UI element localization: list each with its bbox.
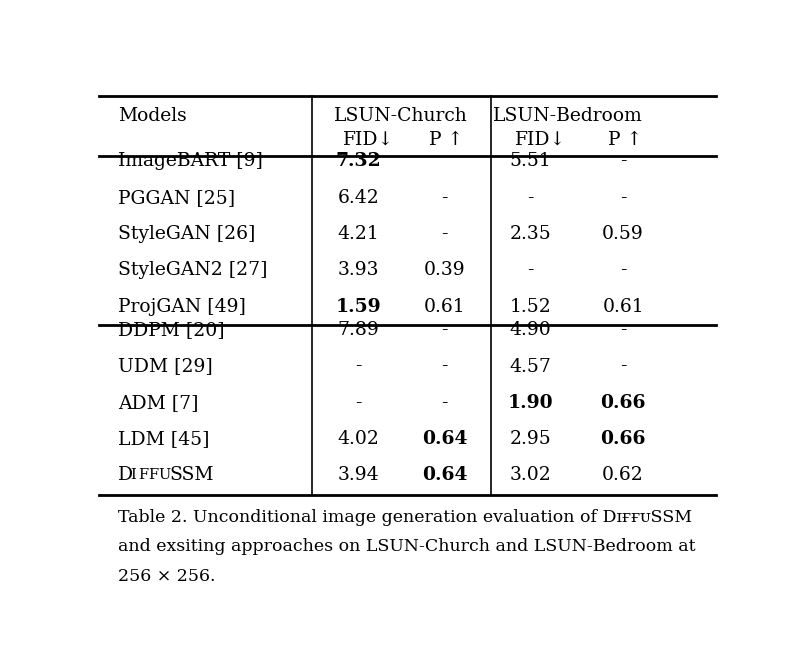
Text: D: D — [118, 466, 133, 485]
Text: 2.95: 2.95 — [510, 430, 552, 448]
Text: FID↓: FID↓ — [515, 131, 567, 149]
Text: 0.39: 0.39 — [424, 262, 465, 280]
Text: 3.94: 3.94 — [337, 466, 379, 485]
Text: Models: Models — [118, 108, 187, 125]
Text: 5.51: 5.51 — [510, 153, 552, 171]
Text: -: - — [441, 321, 448, 339]
Text: 3.02: 3.02 — [510, 466, 552, 485]
Text: 256 × 256.: 256 × 256. — [118, 568, 215, 584]
Text: ImageBART [9]: ImageBART [9] — [118, 153, 262, 171]
Text: -: - — [620, 189, 626, 207]
Text: 0.62: 0.62 — [602, 466, 644, 485]
Text: LSUN-Church: LSUN-Church — [335, 108, 468, 125]
Text: -: - — [620, 262, 626, 280]
Text: LSUN-Bedroom: LSUN-Bedroom — [493, 108, 642, 125]
Text: -: - — [441, 357, 448, 376]
Text: and exsiting approaches on LSUN-Church and LSUN-Bedroom at: and exsiting approaches on LSUN-Church a… — [118, 539, 696, 556]
Text: -: - — [441, 225, 448, 243]
Text: 7.32: 7.32 — [335, 153, 381, 171]
Text: -: - — [441, 189, 448, 207]
Text: Table 2. Unconditional image generation evaluation of DɪғғᴜSSM: Table 2. Unconditional image generation … — [118, 509, 692, 527]
Text: 4.21: 4.21 — [337, 225, 379, 243]
Text: ADM [7]: ADM [7] — [118, 394, 199, 412]
Text: F: F — [138, 468, 149, 483]
Text: 1.90: 1.90 — [508, 394, 553, 412]
Text: I: I — [130, 468, 136, 483]
Text: 3.93: 3.93 — [337, 262, 379, 280]
Text: -: - — [355, 394, 362, 412]
Text: 2.35: 2.35 — [510, 225, 552, 243]
Text: 4.90: 4.90 — [510, 321, 552, 339]
Text: P ↑: P ↑ — [429, 131, 463, 149]
Text: UDM [29]: UDM [29] — [118, 357, 212, 376]
Text: F: F — [148, 468, 158, 483]
Text: ProjGAN [49]: ProjGAN [49] — [118, 297, 246, 315]
Text: -: - — [441, 394, 448, 412]
Text: 0.64: 0.64 — [421, 466, 467, 485]
Text: 0.66: 0.66 — [600, 394, 646, 412]
Text: 4.02: 4.02 — [337, 430, 379, 448]
Text: 1.59: 1.59 — [335, 297, 381, 315]
Text: SSM: SSM — [169, 466, 214, 485]
Text: 0.59: 0.59 — [602, 225, 644, 243]
Text: 4.57: 4.57 — [510, 357, 552, 376]
Text: 1.52: 1.52 — [510, 297, 552, 315]
Text: U: U — [158, 468, 170, 483]
Text: -: - — [620, 357, 626, 376]
Text: 0.66: 0.66 — [600, 430, 646, 448]
Text: PGGAN [25]: PGGAN [25] — [118, 189, 235, 207]
Text: -: - — [527, 262, 534, 280]
Text: 6.42: 6.42 — [337, 189, 379, 207]
Text: -: - — [620, 321, 626, 339]
Text: -: - — [355, 357, 362, 376]
Text: 0.61: 0.61 — [603, 297, 644, 315]
Text: FID↓: FID↓ — [343, 131, 394, 149]
Text: StyleGAN2 [27]: StyleGAN2 [27] — [118, 262, 267, 280]
Text: DDPM [20]: DDPM [20] — [118, 321, 224, 339]
Text: -: - — [527, 189, 534, 207]
Text: 0.61: 0.61 — [424, 297, 465, 315]
Text: 0.64: 0.64 — [421, 430, 467, 448]
Text: StyleGAN [26]: StyleGAN [26] — [118, 225, 255, 243]
Text: -: - — [620, 153, 626, 171]
Text: LDM [45]: LDM [45] — [118, 430, 209, 448]
Text: 7.89: 7.89 — [337, 321, 379, 339]
Text: P ↑: P ↑ — [607, 131, 642, 149]
